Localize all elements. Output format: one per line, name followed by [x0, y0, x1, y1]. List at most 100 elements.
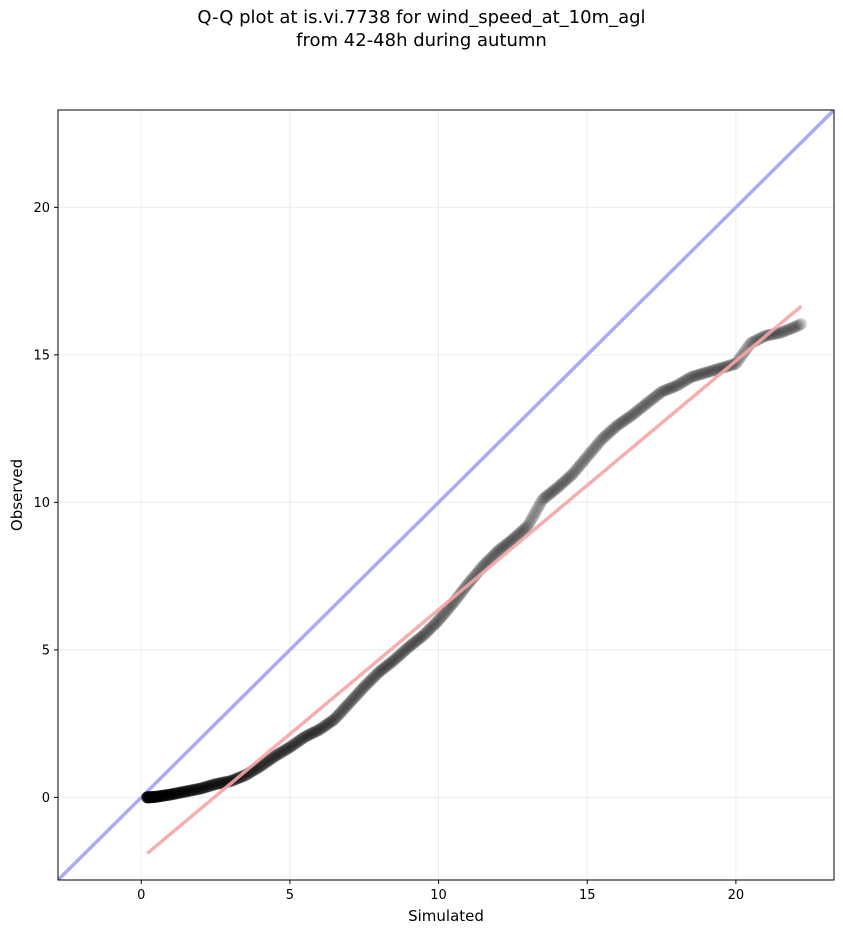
qq-point: [195, 782, 208, 795]
qq-point: [485, 551, 498, 564]
qq-point: [348, 690, 361, 703]
qq-point: [157, 789, 170, 802]
qq-point: [183, 784, 196, 797]
x-tick-label: 15: [579, 888, 596, 903]
qq-point: [146, 791, 159, 804]
qq-point: [331, 709, 344, 722]
qq-point: [304, 727, 317, 740]
qq-point: [174, 786, 187, 799]
qq-point: [535, 495, 548, 508]
qq-point: [184, 784, 197, 797]
qq-point: [143, 791, 156, 804]
qq-point: [777, 325, 790, 338]
qq-point: [147, 790, 160, 803]
qq-point: [180, 785, 193, 798]
qq-point: [142, 791, 155, 804]
qq-point: [663, 382, 676, 395]
qq-point: [556, 476, 569, 489]
qq-point: [328, 712, 341, 725]
qq-point: [286, 739, 299, 752]
qq-point: [369, 669, 382, 682]
qq-point: [160, 789, 173, 802]
qq-point: [438, 607, 451, 620]
qq-point: [547, 484, 560, 497]
qq-point: [404, 639, 417, 652]
qq-point: [174, 786, 187, 799]
qq-point: [578, 453, 591, 466]
qq-point: [338, 702, 351, 715]
qq-point: [569, 464, 582, 477]
qq-point: [615, 416, 628, 429]
qq-point: [371, 667, 384, 680]
qq-point: [701, 366, 714, 379]
qq-point: [562, 471, 575, 484]
qq-point: [141, 791, 154, 804]
qq-point: [496, 541, 509, 554]
qq-point: [553, 479, 566, 492]
qq-point: [278, 744, 291, 757]
qq-point: [641, 397, 654, 410]
qq-point: [395, 647, 408, 660]
y-axis-label: Observed: [8, 459, 26, 531]
qq-point: [142, 791, 155, 804]
qq-point: [162, 788, 175, 801]
qq-point: [176, 786, 189, 799]
qq-point: [315, 721, 328, 734]
qq-point: [353, 685, 366, 698]
qq-point: [565, 469, 578, 482]
reference-lines: [58, 110, 834, 880]
qq-point: [397, 646, 410, 659]
qq-point: [214, 777, 227, 790]
qq-point: [257, 758, 270, 771]
qq-point: [587, 443, 600, 456]
qq-point: [790, 320, 803, 333]
qq-point: [372, 666, 385, 679]
qq-point: [148, 790, 161, 803]
qq-point: [167, 787, 180, 800]
qq-point: [267, 751, 280, 764]
qq-point: [517, 524, 530, 537]
qq-point: [142, 791, 155, 804]
qq-point: [493, 543, 506, 556]
qq-point: [288, 738, 301, 751]
qq-point: [161, 788, 174, 801]
qq-point: [143, 791, 156, 804]
qq-point: [162, 788, 175, 801]
qq-point: [265, 752, 278, 765]
qq-point: [150, 790, 163, 803]
qq-point: [621, 412, 634, 425]
qq-point: [339, 700, 352, 713]
qq-point: [411, 634, 424, 647]
qq-point: [397, 645, 410, 658]
qq-point: [359, 679, 372, 692]
qq-point: [259, 757, 272, 770]
qq-point: [297, 731, 310, 744]
qq-point: [550, 482, 563, 495]
qq-point: [588, 441, 601, 454]
qq-point: [263, 753, 276, 766]
qq-point: [203, 779, 216, 792]
qq-point: [581, 450, 594, 463]
qq-point: [265, 752, 278, 765]
qq-point: [144, 791, 157, 804]
qq-point: [774, 326, 787, 339]
qq-point: [148, 790, 161, 803]
qq-point: [784, 322, 797, 335]
qq-point: [200, 780, 213, 793]
qq-point: [146, 791, 159, 804]
qq-point: [543, 488, 556, 501]
qq-point: [503, 536, 516, 549]
qq-point: [413, 632, 426, 645]
qq-point: [143, 791, 156, 804]
qq-point: [191, 783, 204, 796]
qq-point: [574, 458, 587, 471]
qq-point: [312, 724, 325, 737]
qq-point: [650, 389, 663, 402]
qq-point: [600, 428, 613, 441]
qq-point: [506, 533, 519, 546]
qq-point: [165, 788, 178, 801]
qq-point: [511, 529, 524, 542]
qq-point: [147, 790, 160, 803]
qq-point: [281, 742, 294, 755]
